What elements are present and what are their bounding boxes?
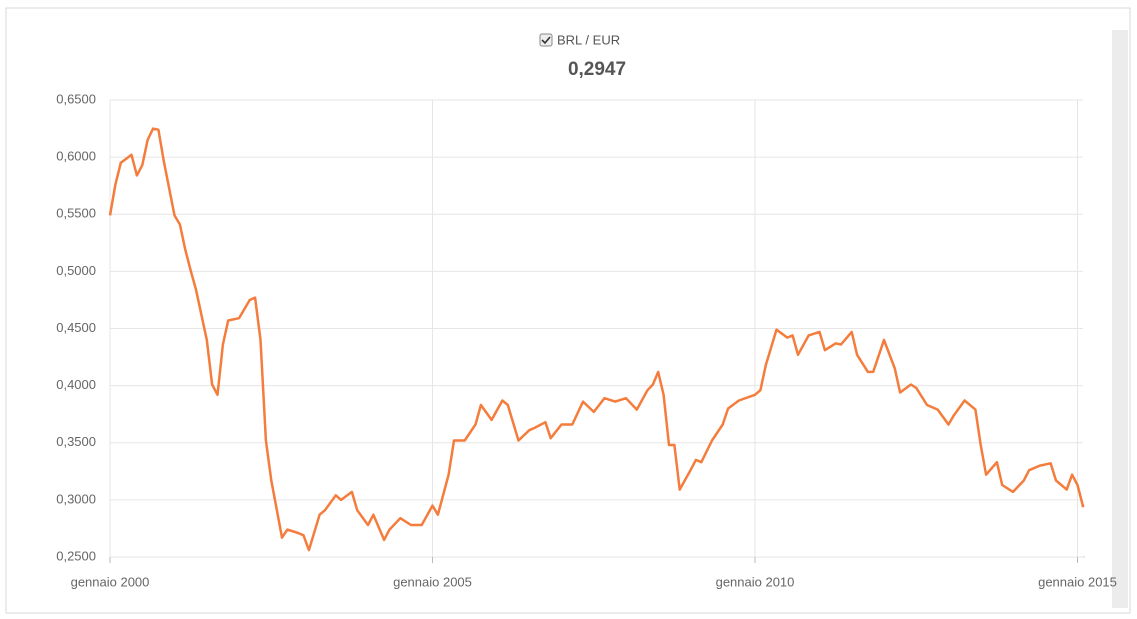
checkmark — [541, 36, 551, 45]
x-tick-label: gennaio 2005 — [393, 574, 472, 589]
current-marker — [1081, 504, 1085, 508]
y-tick-label: 0,3500 — [56, 434, 96, 449]
legend-entry[interactable]: BRL / EUR — [557, 32, 620, 47]
x-tick-label: gennaio 2015 — [1038, 574, 1117, 589]
current-value: 0,2947 — [568, 59, 626, 80]
y-tick-label: 0,5500 — [56, 206, 96, 221]
x-tick-label: gennaio 2000 — [71, 574, 150, 589]
legend-checkbox[interactable] — [539, 33, 553, 47]
x-tick-label: gennaio 2010 — [716, 574, 795, 589]
y-tick-label: 0,6500 — [56, 91, 96, 106]
y-tick-label: 0,2500 — [56, 548, 96, 563]
frame — [5, 7, 1131, 614]
y-tick-label: 0,4500 — [56, 320, 96, 335]
y-tick-label: 0,3000 — [56, 491, 96, 506]
y-tick-label: 0,5000 — [56, 263, 96, 278]
scrollbar[interactable] — [1112, 30, 1128, 608]
series-line — [108, 127, 1085, 552]
y-tick-label: 0,6000 — [56, 149, 96, 164]
y-tick-label: 0,4000 — [56, 377, 96, 392]
